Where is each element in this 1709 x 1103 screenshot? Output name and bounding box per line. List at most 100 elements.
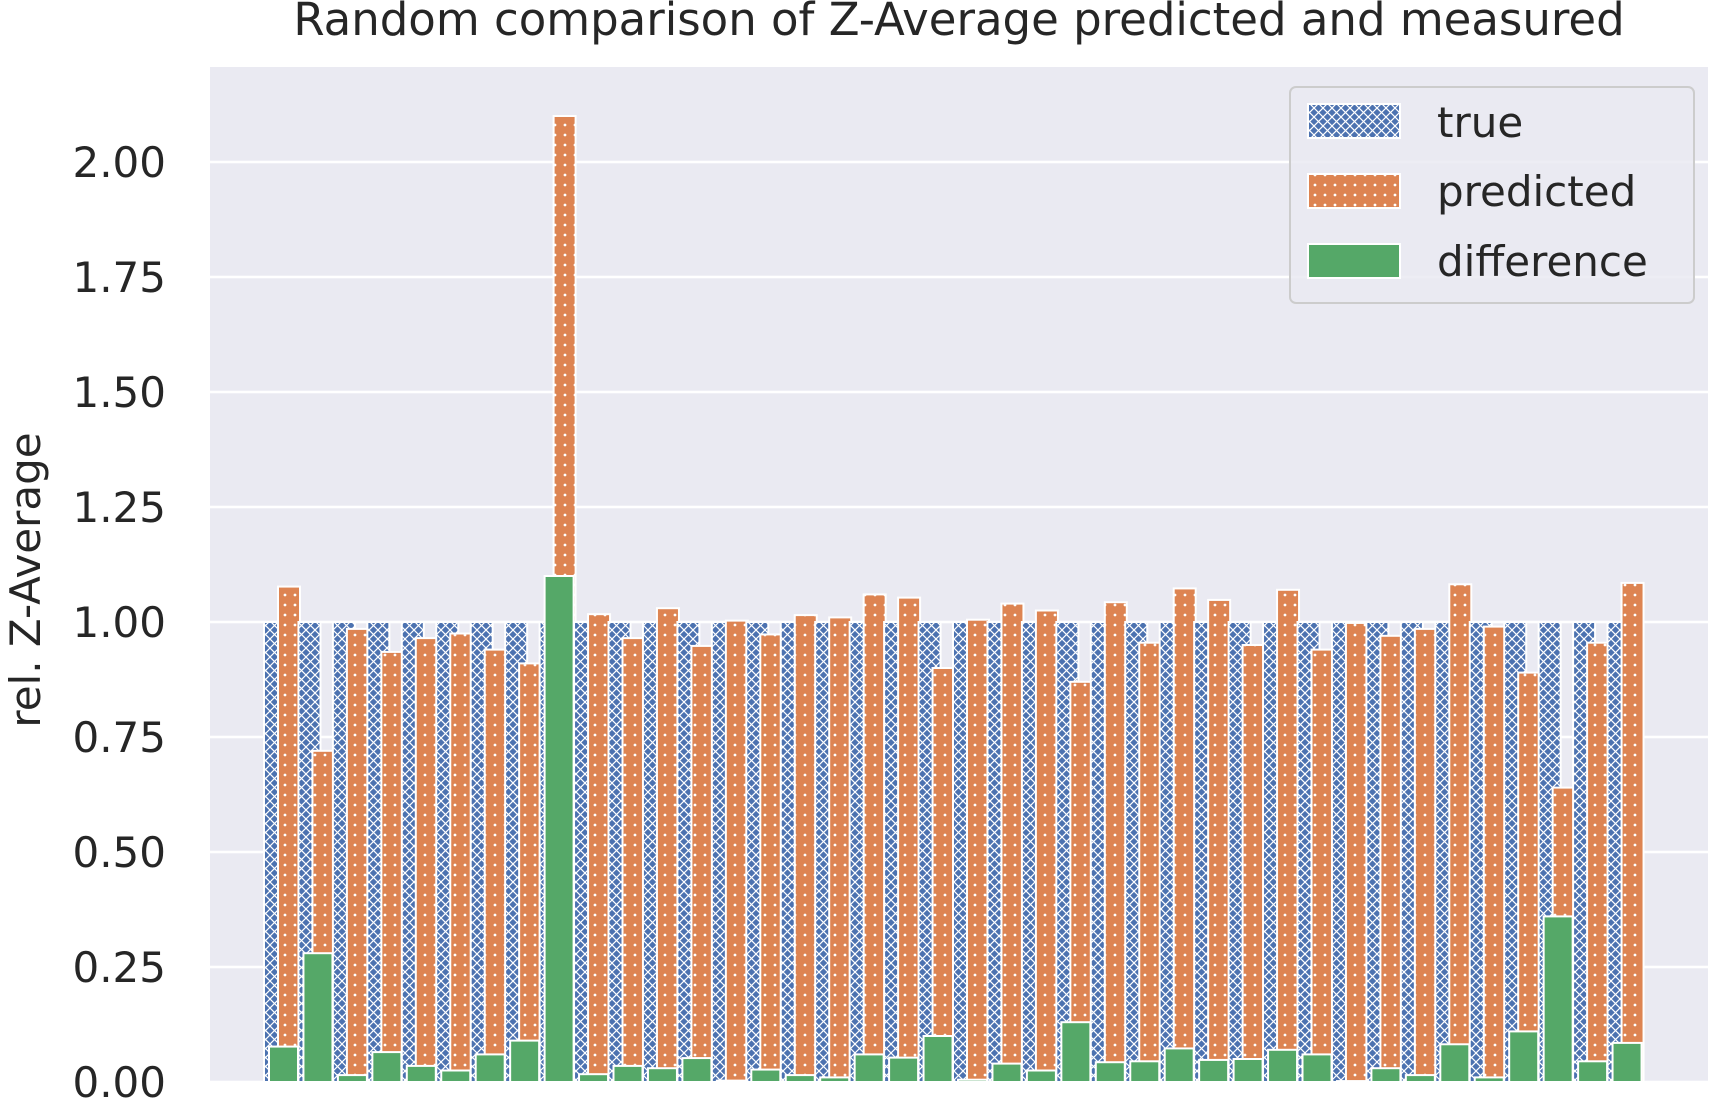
y-tick-label: 1.00 — [72, 598, 166, 647]
legend-swatch-true — [1307, 103, 1401, 139]
y-tick-label: 1.50 — [72, 368, 166, 417]
bar-difference — [784, 1074, 816, 1083]
bar-difference — [715, 1079, 747, 1083]
bar-predicted — [1413, 627, 1438, 1084]
bar-difference — [681, 1057, 713, 1083]
bar-predicted — [1448, 583, 1473, 1084]
bar-predicted — [1172, 587, 1197, 1083]
bar-difference — [1404, 1074, 1436, 1083]
bar-predicted — [655, 607, 680, 1083]
bar-predicted — [1207, 598, 1232, 1083]
bar-predicted — [1310, 648, 1335, 1083]
legend-label-difference: difference — [1437, 237, 1648, 286]
bar-difference — [1370, 1067, 1402, 1083]
bar-difference — [1025, 1069, 1057, 1083]
bar-difference — [646, 1067, 678, 1083]
bar-difference — [1129, 1060, 1161, 1084]
bar-difference — [302, 952, 334, 1084]
bar-predicted — [1379, 634, 1404, 1083]
bar-predicted — [828, 616, 853, 1084]
bar-predicted — [862, 593, 887, 1084]
bar-difference — [1301, 1053, 1333, 1084]
bar-predicted — [277, 585, 301, 1084]
chart-title: Random comparison of Z-Average predicted… — [293, 0, 1624, 46]
bar-difference — [1198, 1058, 1230, 1084]
bar-predicted — [897, 596, 922, 1083]
bar-predicted — [1344, 621, 1369, 1083]
legend-item-predicted: predicted — [1307, 167, 1636, 216]
bar-predicted — [483, 648, 508, 1083]
bar-difference — [1335, 1080, 1367, 1083]
bar-difference — [509, 1039, 541, 1083]
bar-difference — [957, 1078, 988, 1083]
bar-difference — [1060, 1021, 1092, 1084]
y-tick-label: 1.25 — [72, 483, 166, 532]
bar-predicted — [793, 614, 818, 1083]
bar-difference — [405, 1064, 437, 1084]
bar-difference — [543, 575, 575, 1083]
bar-difference — [888, 1056, 920, 1083]
bar-difference — [1577, 1060, 1609, 1084]
y-tick-label: 0.75 — [72, 713, 166, 762]
bar-difference — [371, 1051, 403, 1083]
bar-difference — [819, 1076, 851, 1084]
bar-predicted — [1517, 671, 1542, 1083]
bar-predicted — [621, 637, 646, 1083]
legend-swatch-predicted — [1307, 173, 1401, 209]
bar-difference — [750, 1068, 782, 1083]
legend-item-true: true — [1307, 98, 1523, 147]
y-tick-label: 2.00 — [72, 138, 166, 187]
legend: true predicted difference — [1289, 86, 1695, 304]
bar-difference — [612, 1064, 644, 1084]
legend-label-true: true — [1437, 98, 1523, 147]
bar-predicted — [1276, 588, 1301, 1083]
bar-difference — [440, 1069, 472, 1083]
y-tick-label: 1.75 — [72, 253, 166, 302]
bar-predicted — [1586, 641, 1611, 1083]
bar-difference — [336, 1074, 368, 1083]
bar-difference — [922, 1035, 954, 1083]
y-tick-label: 0.25 — [72, 943, 166, 992]
y-axis-ticks: 0.00 0.25 0.50 0.75 1.00 1.25 1.50 1.75 2.00 — [72, 138, 166, 1103]
legend-label-predicted: predicted — [1437, 167, 1636, 216]
bar-predicted — [690, 644, 715, 1083]
bar-difference — [474, 1053, 506, 1084]
bar-predicted — [1000, 602, 1025, 1083]
bars — [263, 115, 1645, 1084]
bar-difference — [1611, 1041, 1643, 1084]
legend-item-difference: difference — [1307, 237, 1648, 286]
bar-predicted — [345, 627, 370, 1084]
bar-predicted — [518, 662, 543, 1084]
legend-swatch-difference — [1307, 243, 1401, 279]
bar-predicted — [587, 613, 612, 1083]
bar-difference — [1508, 1030, 1540, 1084]
bar-difference — [853, 1053, 885, 1084]
bar-difference — [1473, 1076, 1505, 1084]
bar-difference — [578, 1073, 610, 1084]
bar-difference — [1163, 1047, 1195, 1084]
bar-predicted — [1138, 641, 1163, 1083]
bar-predicted — [966, 618, 990, 1083]
bar-difference — [1094, 1061, 1126, 1083]
bar-predicted — [1034, 609, 1059, 1083]
bar-predicted — [1620, 581, 1645, 1084]
bar-predicted — [724, 619, 749, 1083]
bar-difference — [991, 1062, 1023, 1083]
bar-difference — [268, 1045, 299, 1083]
bar-difference — [1439, 1043, 1471, 1084]
y-axis-label: rel. Z-Average — [1, 432, 50, 727]
bar-predicted — [759, 633, 784, 1083]
bar-predicted — [380, 650, 405, 1084]
y-tick-label: 0.00 — [72, 1058, 166, 1099]
bar-predicted — [1241, 644, 1266, 1083]
bar-predicted — [1482, 625, 1507, 1083]
bar-difference — [1267, 1048, 1299, 1084]
bar-difference — [1542, 915, 1574, 1084]
bar-predicted — [931, 667, 956, 1083]
bar-predicted — [1103, 601, 1128, 1083]
y-tick-label: 0.50 — [72, 828, 166, 877]
bar-predicted — [414, 637, 439, 1083]
bar-predicted — [449, 632, 474, 1083]
